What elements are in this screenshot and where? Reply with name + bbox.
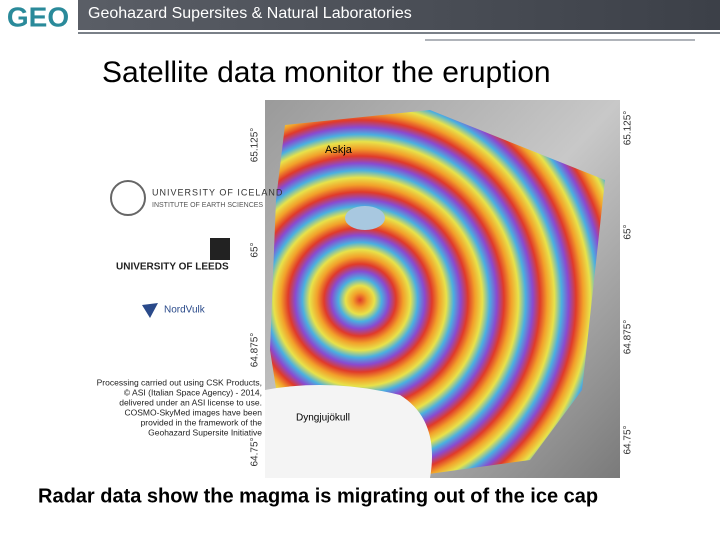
- logo-text: NordVulk: [164, 305, 206, 316]
- place-label: Askja: [325, 144, 353, 156]
- credit-line: COSMO-SkyMed images have been: [125, 407, 263, 417]
- lat-label: 65°: [623, 224, 634, 239]
- logo-text: UNIVERSITY OF LEEDS: [116, 262, 229, 273]
- lat-label: 64.75°: [623, 425, 634, 454]
- logo-text: INSTITUTE OF EARTH SCIENCES: [152, 202, 263, 209]
- glacier: [265, 385, 432, 478]
- place-label: Dyngjujökull: [296, 413, 350, 424]
- lat-label: 64.875°: [623, 320, 634, 355]
- credit-line: Geohazard Supersite Initiative: [148, 427, 262, 437]
- leeds-crest: [210, 238, 230, 260]
- credit-line: Processing carried out using CSK Product…: [97, 377, 262, 387]
- header-bar: [78, 0, 720, 30]
- lat-label: 64.75°: [250, 437, 261, 466]
- caption: Radar data show the magma is migrating o…: [38, 485, 598, 507]
- nordvulk-icon: [142, 303, 158, 318]
- credit-line: © ASI (Italian Space Agency) - 2014,: [124, 387, 262, 397]
- iceland-seal: [110, 180, 146, 216]
- logo: GEO: [7, 1, 69, 32]
- credit-line: delivered under an ASI license to use.: [119, 397, 262, 407]
- slide-title: Satellite data monitor the eruption: [102, 56, 551, 89]
- lat-label: 64.875°: [250, 333, 261, 368]
- header-title: Geohazard Supersites & Natural Laborator…: [88, 5, 412, 22]
- credit-line: provided in the framework of the: [141, 417, 263, 427]
- lat-label: 65.125°: [623, 111, 634, 146]
- lake: [345, 206, 385, 230]
- lat-label: 65°: [250, 242, 261, 257]
- lat-label: 65.125°: [250, 128, 261, 163]
- logo-text: UNIVERSITY OF ICELAND: [152, 187, 283, 197]
